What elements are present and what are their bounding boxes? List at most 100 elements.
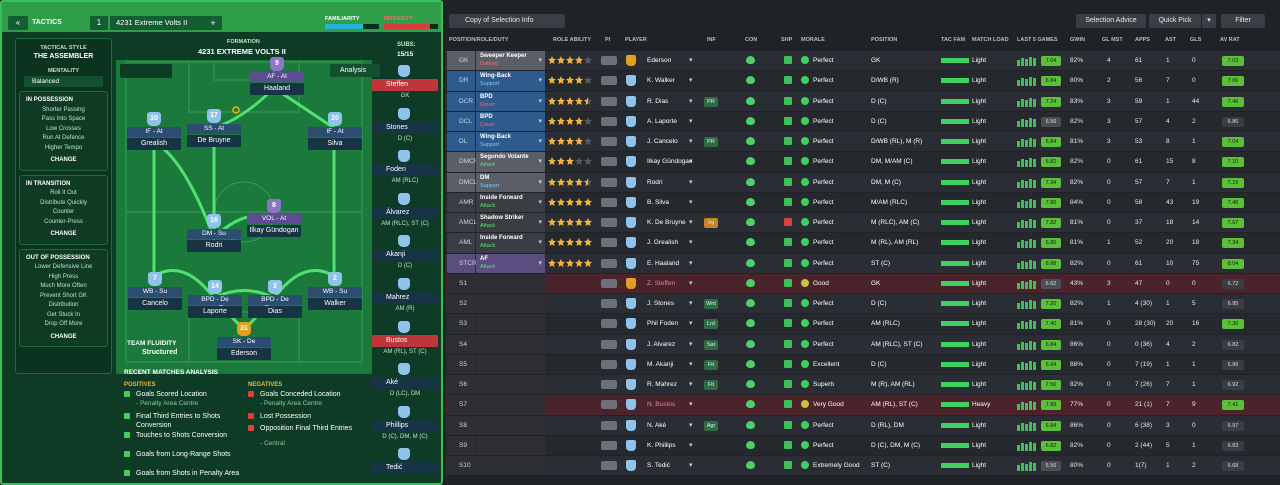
column-header: GWIN <box>1070 37 1085 43</box>
position: ST (C) <box>871 259 891 267</box>
quick-pick-menu[interactable]: ▾ <box>1202 14 1216 28</box>
form-bar <box>1017 60 1020 66</box>
player-name[interactable]: Rodri <box>187 240 241 252</box>
sub-name[interactable]: Phillips <box>372 419 438 432</box>
view-icons[interactable] <box>120 64 172 78</box>
sub-name[interactable]: Steffen <box>372 79 438 91</box>
morale: Perfect <box>813 320 834 328</box>
apps: 56 <box>1135 77 1143 85</box>
analysis-icon <box>124 450 130 457</box>
slot[interactable]: 1 <box>90 16 108 30</box>
gwin: 82% <box>1070 259 1084 267</box>
player-name[interactable]: A. Laporte <box>647 117 677 125</box>
sub-name[interactable]: Álvarez <box>372 206 438 219</box>
formation-name[interactable]: 4231 EXTREME VOLTS II <box>198 47 286 56</box>
sub-name[interactable]: Foden <box>372 164 438 177</box>
gl-mst: 4 <box>1107 57 1111 64</box>
change-button[interactable]: CHANGE <box>50 157 77 163</box>
player-name[interactable]: S. Tedić <box>647 462 671 469</box>
gl-mst: 1 <box>1107 300 1111 307</box>
player-name[interactable]: Cancelo <box>128 298 182 310</box>
player-name[interactable]: Phil Foden <box>647 320 679 328</box>
player-name[interactable]: Ederson <box>217 348 271 360</box>
star <box>566 218 574 226</box>
gl-mst: 0 <box>1107 219 1111 226</box>
table-row: S7 N. Bustos ▾ Very Good AM (RL), ST (C) Heav… <box>445 395 1280 415</box>
player-name[interactable]: Dias <box>248 306 302 318</box>
player-name[interactable]: Z. Steffen <box>647 279 676 287</box>
gl-mst: 3 <box>1107 279 1111 287</box>
gl-mst: 0 <box>1107 462 1111 469</box>
back-button[interactable]: « <box>8 16 28 30</box>
player-menu: ▾ <box>689 77 693 85</box>
star <box>566 76 574 85</box>
role-cell: DM Support ▾ <box>476 172 545 192</box>
player-name[interactable]: De Bruyne <box>187 135 241 147</box>
change-button[interactable]: CHANGE <box>50 231 77 237</box>
section-item: Shorter Passing <box>42 106 85 113</box>
player-name[interactable]: Rodri <box>647 178 663 186</box>
av-rat: 6.96 <box>1222 359 1244 370</box>
tactic-name[interactable]: 4231 Extreme Volts II <box>110 16 204 30</box>
morale-icon <box>801 137 809 145</box>
player-name[interactable]: R. Mahrez <box>647 381 677 388</box>
match-load: Light <box>972 421 987 429</box>
quick-pick[interactable]: Quick Pick <box>1149 14 1201 28</box>
player-name[interactable]: Ilkay Gündogan <box>647 158 693 166</box>
star <box>557 76 565 85</box>
player-name[interactable]: B. Silva <box>647 198 670 206</box>
player-name[interactable]: K. Walker <box>647 77 675 85</box>
selection-advice[interactable]: Selection Advice <box>1076 14 1146 28</box>
star <box>548 238 556 247</box>
star <box>584 197 592 206</box>
view-selector[interactable]: Copy of Selection Info <box>449 14 565 28</box>
player-name[interactable]: Ilkay Gündogan <box>247 225 301 237</box>
form-bar <box>1025 241 1028 249</box>
star <box>575 238 583 247</box>
gls: 2 <box>1192 462 1196 469</box>
filter[interactable]: Filter <box>1221 14 1265 28</box>
form-bar <box>1033 240 1036 249</box>
sub-name[interactable]: Stones <box>372 121 438 134</box>
player-name[interactable]: M. Akanji <box>647 360 674 368</box>
analysis-button[interactable]: Analysis <box>330 64 380 77</box>
player-name[interactable]: J. Stones <box>647 300 675 307</box>
sub-name[interactable]: Akanji <box>372 249 438 262</box>
add-tactic[interactable]: + <box>204 16 222 30</box>
tac-fam-bar <box>941 240 969 246</box>
player-name[interactable]: K. Phillips <box>647 441 676 449</box>
sub-name[interactable]: Mahrez <box>372 292 438 304</box>
player-name[interactable]: N. Aké <box>647 421 667 429</box>
player-name[interactable]: R. Dias <box>647 97 669 105</box>
morale-icon <box>801 278 809 287</box>
player-name[interactable]: Ederson <box>647 57 672 64</box>
player-name[interactable]: J. Cancelo <box>647 138 678 145</box>
player-name[interactable]: Grealish <box>127 138 181 150</box>
player-name[interactable]: J. Alvarez <box>647 340 676 348</box>
analysis-title[interactable]: RECENT MATCHES ANALYSIS <box>124 369 219 376</box>
mentality[interactable]: Balanced <box>24 76 103 87</box>
player-menu: ▾ <box>689 97 693 105</box>
player-name[interactable]: E. Haaland <box>647 259 680 267</box>
pi-icon <box>601 96 617 106</box>
sharpness <box>784 420 792 429</box>
av-rat: 7.34 <box>1222 238 1244 249</box>
morale: Perfect <box>813 117 834 125</box>
sub-name[interactable]: Aké <box>372 377 438 390</box>
tac-fam-bar <box>941 321 969 327</box>
player-name[interactable]: Walker <box>308 298 362 310</box>
position-code: S10 <box>447 456 475 476</box>
sub-name[interactable]: Bustos <box>372 334 438 347</box>
form-bar <box>1029 198 1032 208</box>
player-name[interactable]: Laporte <box>188 306 242 318</box>
player-name[interactable]: N. Bustos <box>647 401 676 409</box>
match-load: Light <box>972 239 987 247</box>
player-name[interactable]: J. Grealish <box>647 239 679 247</box>
player-name[interactable]: Silva <box>308 138 362 150</box>
shirt-number: 14 <box>208 280 222 294</box>
change-button[interactable]: CHANGE <box>50 333 77 340</box>
sub-name[interactable]: Tedić <box>372 462 438 475</box>
analysis-item: Touches to Shots Conversion <box>136 431 228 439</box>
player-name[interactable]: Haaland <box>250 83 304 95</box>
player-name[interactable]: K. De Bruyne <box>647 219 686 226</box>
